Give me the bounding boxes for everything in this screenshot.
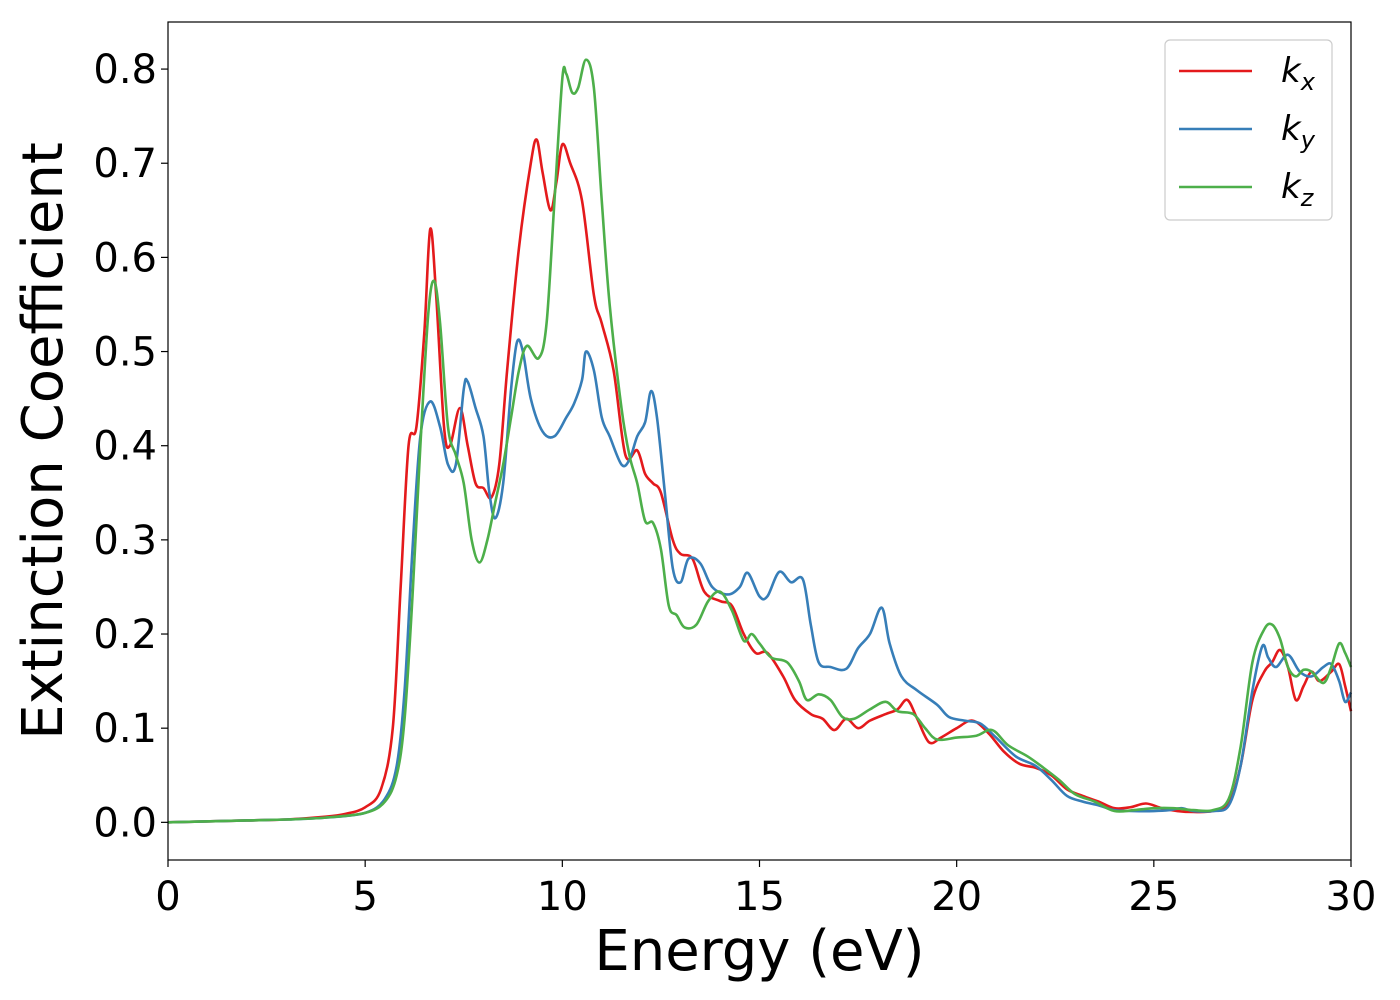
x-axis-title: Energy (eV) bbox=[594, 919, 924, 984]
y-tick-label: 0.7 bbox=[93, 141, 157, 187]
series-lines-layer bbox=[167, 58, 1353, 824]
x-axis-ticks: 0 5 10 15 20 25 30 bbox=[155, 860, 1376, 920]
series-line-ky bbox=[167, 338, 1353, 824]
series-line-kx bbox=[167, 138, 1353, 824]
x-tick-label: 10 bbox=[537, 874, 588, 920]
x-tick-label: 20 bbox=[931, 874, 982, 920]
x-tick-label: 0 bbox=[155, 874, 180, 920]
y-tick-label: 0.1 bbox=[93, 706, 157, 752]
legend-label: kz bbox=[1281, 167, 1315, 212]
x-tick-label: 5 bbox=[352, 874, 377, 920]
y-axis-title: Extinction Coefficient bbox=[11, 142, 76, 740]
series-line-kz bbox=[167, 58, 1353, 824]
legend-items: kx ky kz bbox=[1179, 51, 1316, 212]
y-tick-label: 0.2 bbox=[93, 612, 157, 658]
y-tick-label: 0.8 bbox=[93, 47, 157, 93]
legend: kx ky kz bbox=[1164, 39, 1333, 221]
y-tick-label: 0.4 bbox=[93, 424, 157, 470]
y-axis-ticks: 0.0 0.1 0.2 0.3 0.4 0.5 0.6 0.7 0.8 bbox=[93, 47, 168, 846]
x-tick-label: 30 bbox=[1326, 874, 1377, 920]
x-tick-label: 15 bbox=[734, 874, 785, 920]
y-tick-label: 0.6 bbox=[93, 235, 157, 281]
y-tick-label: 0.0 bbox=[93, 800, 157, 846]
x-tick-label: 25 bbox=[1128, 874, 1179, 920]
y-tick-label: 0.5 bbox=[93, 330, 157, 376]
legend-label: kx bbox=[1281, 51, 1316, 96]
legend-label: ky bbox=[1281, 109, 1316, 154]
y-tick-label: 0.3 bbox=[93, 518, 157, 564]
